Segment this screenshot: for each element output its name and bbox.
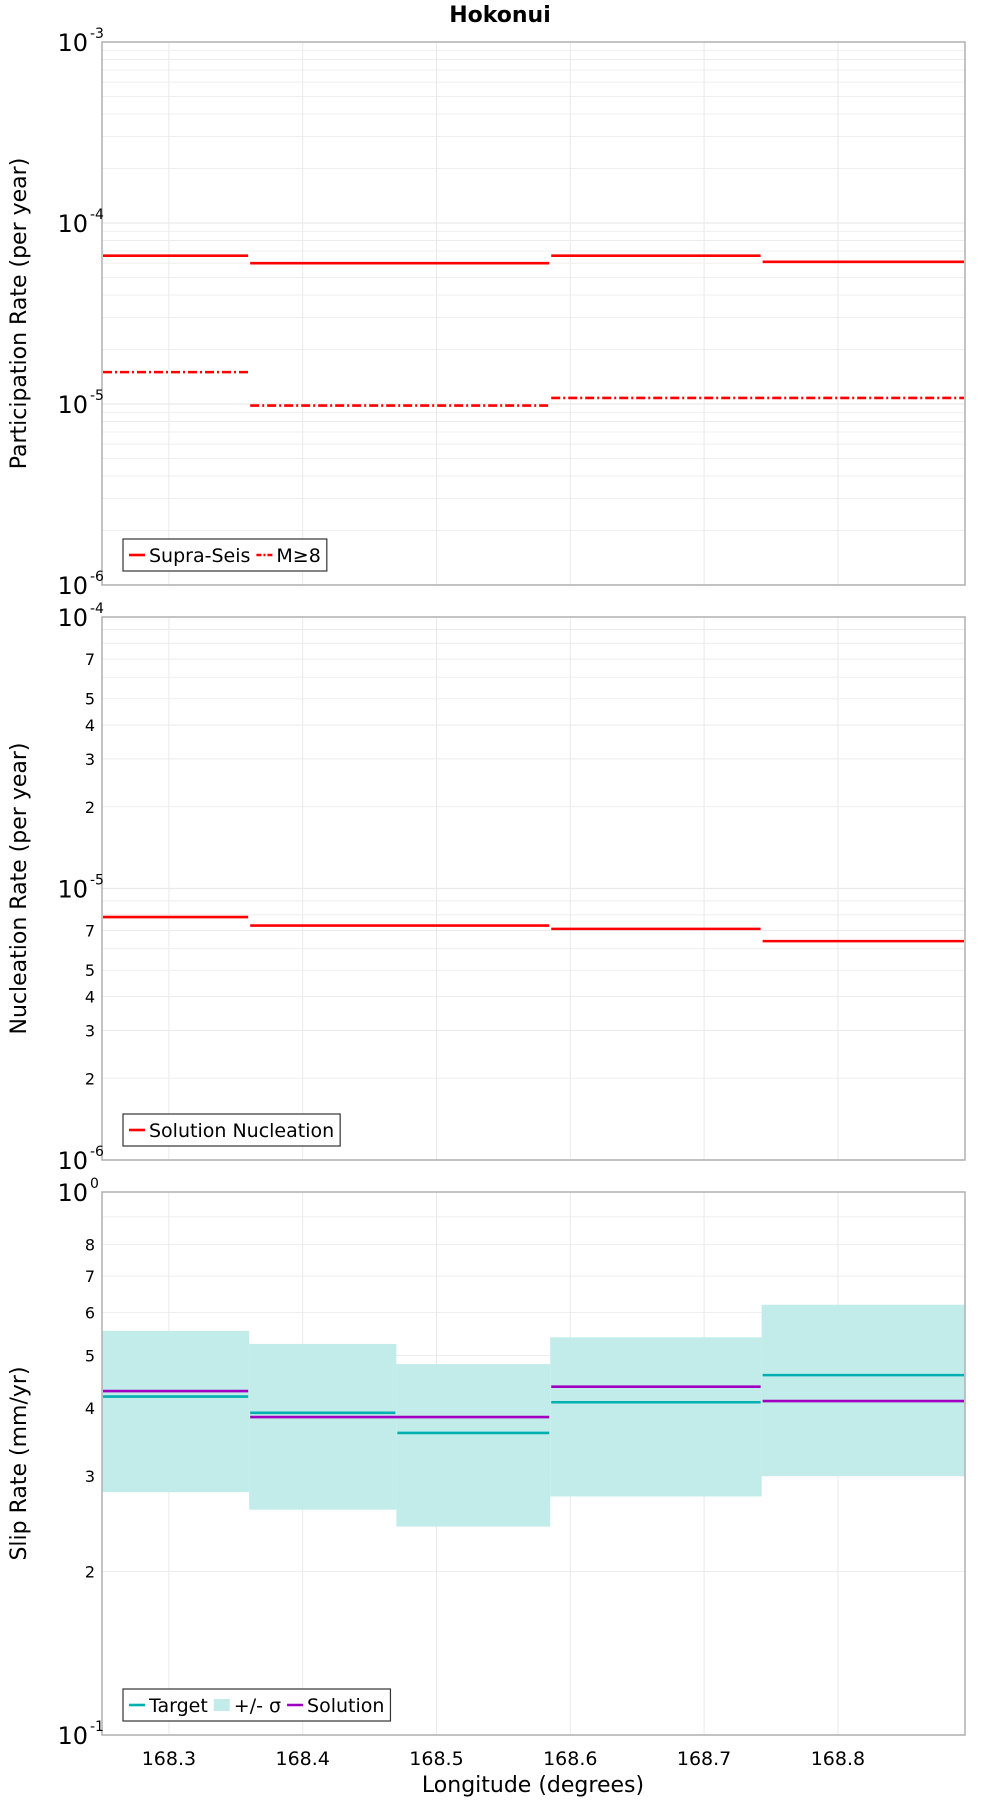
- y-major-tick-label: 10: [57, 1147, 88, 1175]
- legend-item: Solution: [287, 1695, 384, 1717]
- y-major-tick-label: 10: [57, 29, 88, 57]
- legend-label: M≥8: [276, 545, 320, 567]
- plot-frame: [101, 616, 966, 1161]
- y-minor-tick-label: 3: [85, 1021, 95, 1040]
- sigma-band-segment: [396, 1364, 551, 1527]
- x-tick-label: 168.7: [677, 1748, 731, 1770]
- y-major-tick-label: 10: [57, 876, 88, 904]
- y-major-tick-exponent: -3: [90, 26, 104, 42]
- y-minor-tick-label: 5: [85, 961, 95, 980]
- y-major-tick-label: 10: [57, 1179, 88, 1207]
- x-tick-label: 168.5: [409, 1748, 463, 1770]
- y-major-tick-label: 10: [57, 572, 88, 600]
- y-major-tick-exponent: -4: [90, 601, 104, 617]
- y-major-tick-label: 10: [57, 1722, 88, 1750]
- y-minor-tick-label: 4: [85, 988, 95, 1007]
- y-axis-title: Nucleation Rate (per year): [7, 743, 32, 1035]
- y-minor-tick-label: 2: [85, 798, 95, 817]
- legend-label: +/- σ: [234, 1695, 281, 1717]
- legend-item: Supra-Seis: [129, 545, 250, 567]
- legend-swatch: [213, 1699, 230, 1711]
- legend: Solution Nucleation: [122, 1113, 341, 1147]
- y-major-tick-label: 10: [57, 210, 88, 238]
- y-axis-title: Slip Rate (mm/yr): [7, 1366, 32, 1560]
- y-major-tick-label: 10: [57, 604, 88, 632]
- y-minor-tick-label: 7: [85, 650, 95, 669]
- legend-box: [122, 538, 328, 572]
- y-minor-tick-label: 2: [85, 1563, 95, 1582]
- sigma-band-segment: [249, 1343, 397, 1510]
- y-minor-tick-label: 8: [85, 1236, 95, 1255]
- legend-label: Target: [148, 1695, 208, 1717]
- y-axis-title: Participation Rate (per year): [7, 158, 32, 470]
- sigma-band-segment: [550, 1337, 762, 1497]
- legend-item: M≥8: [256, 545, 321, 567]
- legend-item: +/- σ: [213, 1695, 281, 1717]
- legend-label: Supra-Seis: [149, 545, 250, 567]
- y-major-tick-exponent: -5: [90, 388, 104, 404]
- legend: Supra-Seis M≥8: [122, 538, 328, 572]
- legend-box: [122, 1688, 392, 1722]
- y-minor-tick-label: 2: [85, 1069, 95, 1088]
- y-minor-tick-label: 3: [85, 750, 95, 769]
- legend: Target +/- σ Solution: [122, 1688, 392, 1722]
- y-major-tick-exponent: -1: [90, 1719, 104, 1735]
- y-major-tick-exponent: 0: [90, 1176, 99, 1192]
- y-major-tick-exponent: -6: [90, 1144, 104, 1160]
- x-axis-title: Longitude (degrees): [422, 1773, 644, 1798]
- y-minor-tick-label: 5: [85, 690, 95, 709]
- y-minor-tick-label: 4: [85, 716, 95, 735]
- y-major-tick-exponent: -6: [90, 569, 104, 585]
- y-minor-tick-label: 7: [85, 1267, 95, 1286]
- x-tick-label: 168.3: [142, 1748, 196, 1770]
- chart-title: Hokonui: [449, 3, 551, 28]
- y-major-tick-label: 10: [57, 391, 88, 419]
- plot-frame: [101, 41, 966, 586]
- y-major-tick-exponent: -4: [90, 207, 104, 223]
- x-axis-ticks: 168.3 168.4 168.5 168.6 168.7 168.8: [142, 1748, 865, 1770]
- plot-frame: [101, 1191, 966, 1736]
- y-minor-tick-label: 7: [85, 922, 95, 941]
- x-tick-label: 168.6: [543, 1748, 597, 1770]
- x-tick-label: 168.4: [275, 1748, 329, 1770]
- legend-label: Solution: [307, 1695, 384, 1717]
- y-minor-tick-label: 3: [85, 1467, 95, 1486]
- y-minor-tick-label: 6: [85, 1303, 95, 1322]
- x-tick-label: 168.8: [811, 1748, 865, 1770]
- y-minor-tick-label: 4: [85, 1399, 95, 1418]
- legend-label: Solution Nucleation: [149, 1120, 334, 1142]
- sigma-band-segment: [102, 1330, 250, 1493]
- legend-box: [122, 1113, 341, 1147]
- legend-item: Target: [129, 1695, 208, 1717]
- y-minor-tick-label: 5: [85, 1346, 95, 1365]
- legend-item: Solution Nucleation: [129, 1120, 334, 1142]
- y-major-tick-exponent: -5: [90, 873, 104, 889]
- sigma-band-segment: [761, 1304, 965, 1476]
